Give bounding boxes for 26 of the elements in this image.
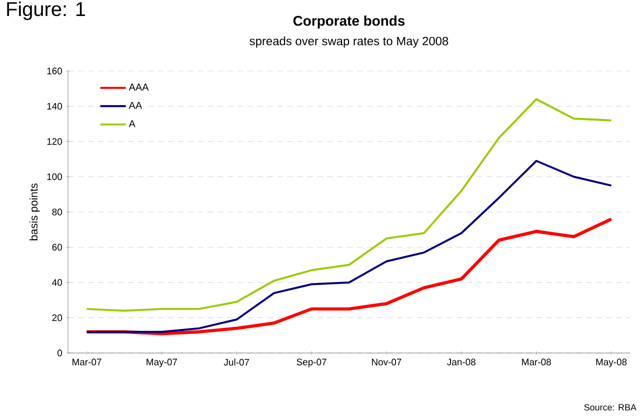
y-tick-label: 100 bbox=[47, 173, 62, 180]
x-tick-label: May-08 bbox=[596, 358, 627, 368]
x-tick-label: May-07 bbox=[146, 358, 177, 368]
chart-title: Corporate bonds bbox=[293, 16, 405, 29]
y-axis-title: basis points bbox=[30, 183, 40, 240]
legend-label: AAA bbox=[128, 84, 149, 90]
y-tick-label: 40 bbox=[52, 279, 62, 286]
x-tick-label: Mar-07 bbox=[72, 358, 102, 366]
legend-label: A bbox=[128, 120, 136, 128]
legend-label: AA bbox=[128, 102, 142, 109]
x-tick-label: Nov-07 bbox=[372, 358, 402, 366]
x-tick-label: Jan-08 bbox=[447, 358, 476, 366]
y-tick-label: 120 bbox=[47, 138, 62, 145]
chart-subtitle: spreads over swap rates to May 2008 bbox=[250, 36, 448, 48]
y-tick-label: 80 bbox=[52, 208, 62, 216]
y-tick-label: 60 bbox=[52, 244, 62, 251]
text: Figure: 1 bbox=[7, 2, 86, 20]
x-tick-label: Sep-07 bbox=[296, 358, 326, 368]
x-tick-label: Mar-08 bbox=[522, 358, 551, 366]
y-tick-label: 20 bbox=[52, 314, 62, 322]
x-tick-label: Jul-07 bbox=[224, 358, 250, 366]
y-tick-label: 160 bbox=[47, 68, 62, 74]
y-tick-label: 0 bbox=[57, 350, 62, 356]
line-series bbox=[86, 98, 612, 312]
y-tick-label: 140 bbox=[47, 102, 62, 110]
source-note: Source: RBA bbox=[584, 404, 636, 410]
